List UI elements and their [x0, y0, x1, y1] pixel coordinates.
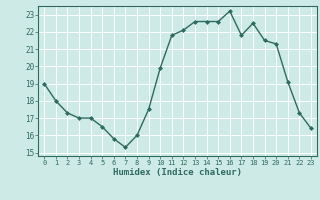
X-axis label: Humidex (Indice chaleur): Humidex (Indice chaleur) [113, 168, 242, 177]
